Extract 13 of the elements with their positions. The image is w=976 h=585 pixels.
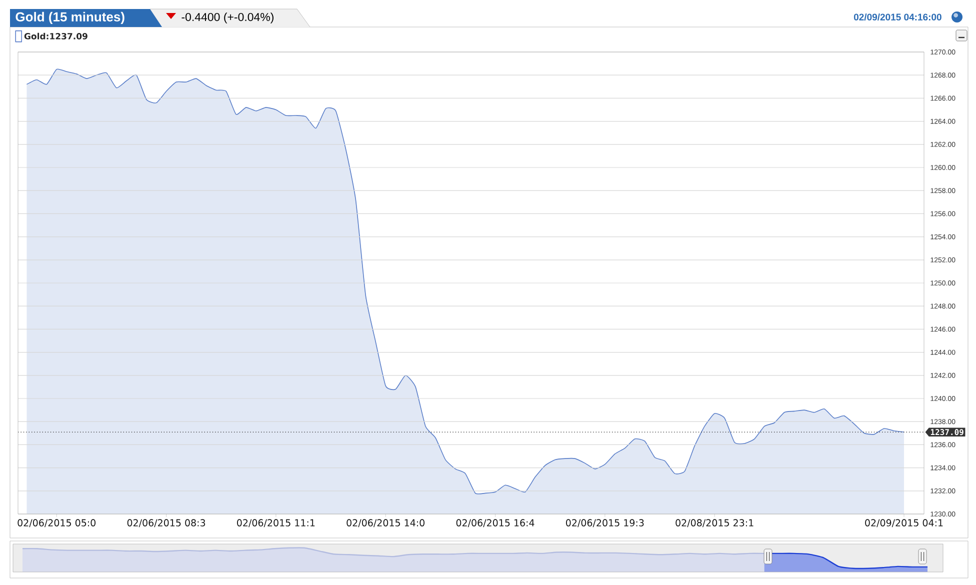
ref-line-label: 1237.09 — [930, 429, 964, 436]
x-tick-label: 02/06/2015 19:3 — [566, 519, 644, 528]
x-tick-label: 02/06/2015 14:0 — [346, 519, 424, 528]
text: 02/09/2015 04:16:00 — [854, 13, 942, 21]
x-tick-label: 02/06/2015 05:0 — [18, 519, 96, 528]
x-tick-label: 02/08/2015 23:1 — [676, 519, 754, 528]
legend-label: Gold:1237.09 — [24, 32, 88, 40]
chart-subtitle: -0.4400 (+-0.04%) — [182, 12, 274, 24]
chart-title: Gold (15 minutes) — [16, 12, 124, 24]
x-tick-label: 02/06/2015 08:3 — [127, 519, 206, 528]
x-tick-label: 02/06/2015 11:1 — [237, 519, 315, 528]
x-tick-label: 02/09/2015 04:1 — [865, 519, 943, 528]
x-tick-label: 02/06/2015 16:4 — [456, 519, 534, 528]
